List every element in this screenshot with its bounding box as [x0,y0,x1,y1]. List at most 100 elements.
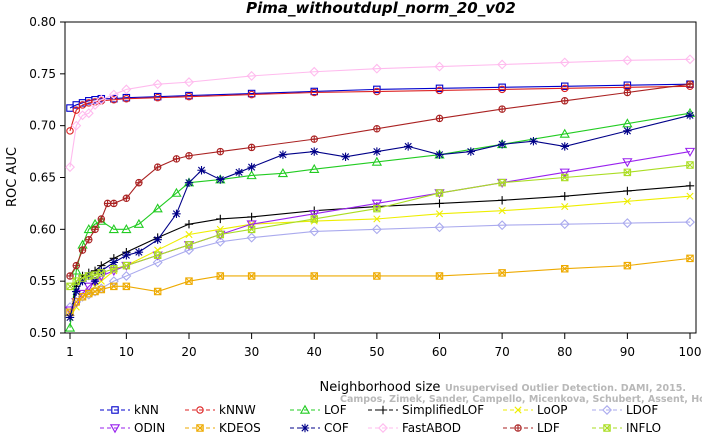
data-point [184,178,194,187]
data-point [152,203,163,213]
data-point [559,57,570,68]
data-point [109,424,121,434]
data-point [91,271,99,279]
legend-item-kdeos: KDEOS [185,421,261,434]
data-point [277,168,289,178]
data-point [498,178,506,187]
legend-label: LOF [324,403,347,417]
legend-label: ODIN [134,421,165,434]
x-tick-label: 80 [557,345,572,359]
data-point [623,88,632,97]
data-point [373,272,381,280]
data-point [196,424,204,432]
series-line [69,58,691,168]
legend-label: LDOF [626,403,658,417]
data-point [96,94,107,105]
data-point [373,204,381,213]
data-point [560,82,569,91]
data-point [185,230,193,239]
data-point [90,276,100,286]
legend-label: kNNW [219,403,256,417]
data-point [172,155,181,163]
data-point [435,272,444,280]
data-point [246,232,257,243]
data-point [216,272,225,280]
x-tick-label: 70 [494,345,509,359]
data-point [121,224,132,234]
data-point [435,86,444,95]
data-point [435,199,444,208]
data-point [622,158,633,168]
legend: kNN kNNW LOF SimplifiedLOF LoOP LDOF ODIN KDEOS… [100,403,661,434]
data-point [623,197,631,205]
series-line [69,83,691,109]
data-point [622,218,633,229]
data-point [108,224,119,234]
data-point [309,226,320,237]
y-axis: 0.50 0.55 0.60 0.65 0.70 0.75 0.80 [29,15,65,340]
data-point [685,111,695,120]
data-point [90,99,101,110]
legend-label: LDF [537,421,560,434]
data-point [247,225,256,234]
data-point [153,287,162,296]
legend-label: LoOP [537,403,568,417]
data-point [66,282,74,291]
data-point [686,192,694,200]
legend-label: COF [324,421,349,434]
series-layer [64,54,696,332]
data-point [153,163,162,171]
data-point [91,287,99,296]
data-point [378,423,388,433]
x-tick-label: 100 [679,345,702,359]
data-point [111,406,119,414]
data-point [171,187,182,197]
data-point [121,84,132,95]
y-tick-label: 0.65 [29,171,56,185]
watermark-line-2: Campos, Zimek, Sander, Campello, Micenko… [340,394,702,405]
legend-label: kNN [134,403,159,417]
data-point [685,217,695,228]
data-point [72,287,81,296]
data-point [623,186,632,196]
data-point [310,272,318,280]
data-point [560,84,569,93]
series-lof [64,107,696,332]
data-point [434,61,445,72]
legend-item-fastabod: FastABOD [368,421,461,434]
data-point [71,120,82,131]
data-point [215,236,226,247]
data-point [371,156,383,166]
legend-item-lof: LOF [290,403,347,417]
data-point [309,210,320,220]
data-point [83,282,94,292]
series-line [69,85,691,132]
data-point [122,194,131,202]
data-point [435,189,444,197]
data-point [110,264,118,273]
series-line [69,164,691,287]
data-point [66,272,74,280]
data-point [299,404,311,414]
data-point [185,152,193,160]
data-point [72,277,81,285]
y-tick-label: 0.70 [29,119,56,133]
data-point [560,191,569,201]
data-point [559,168,570,178]
series-ldf [66,80,694,280]
data-point [498,83,506,92]
data-point [109,258,119,267]
chart-title: Pima_withoutdupl_norm_20_v02 [246,0,516,17]
y-tick-label: 0.80 [29,15,56,29]
data-point [110,199,118,208]
x-axis: 1 10 20 30 40 50 60 70 80 90 100 [66,333,701,359]
data-point [560,142,569,151]
legend-item-knnw: kNNW [185,403,256,417]
data-point [185,277,193,285]
data-point [498,207,506,215]
data-point [216,214,225,224]
series-line [69,83,691,277]
data-point [172,209,181,218]
data-point [497,59,508,70]
data-point [529,137,538,146]
